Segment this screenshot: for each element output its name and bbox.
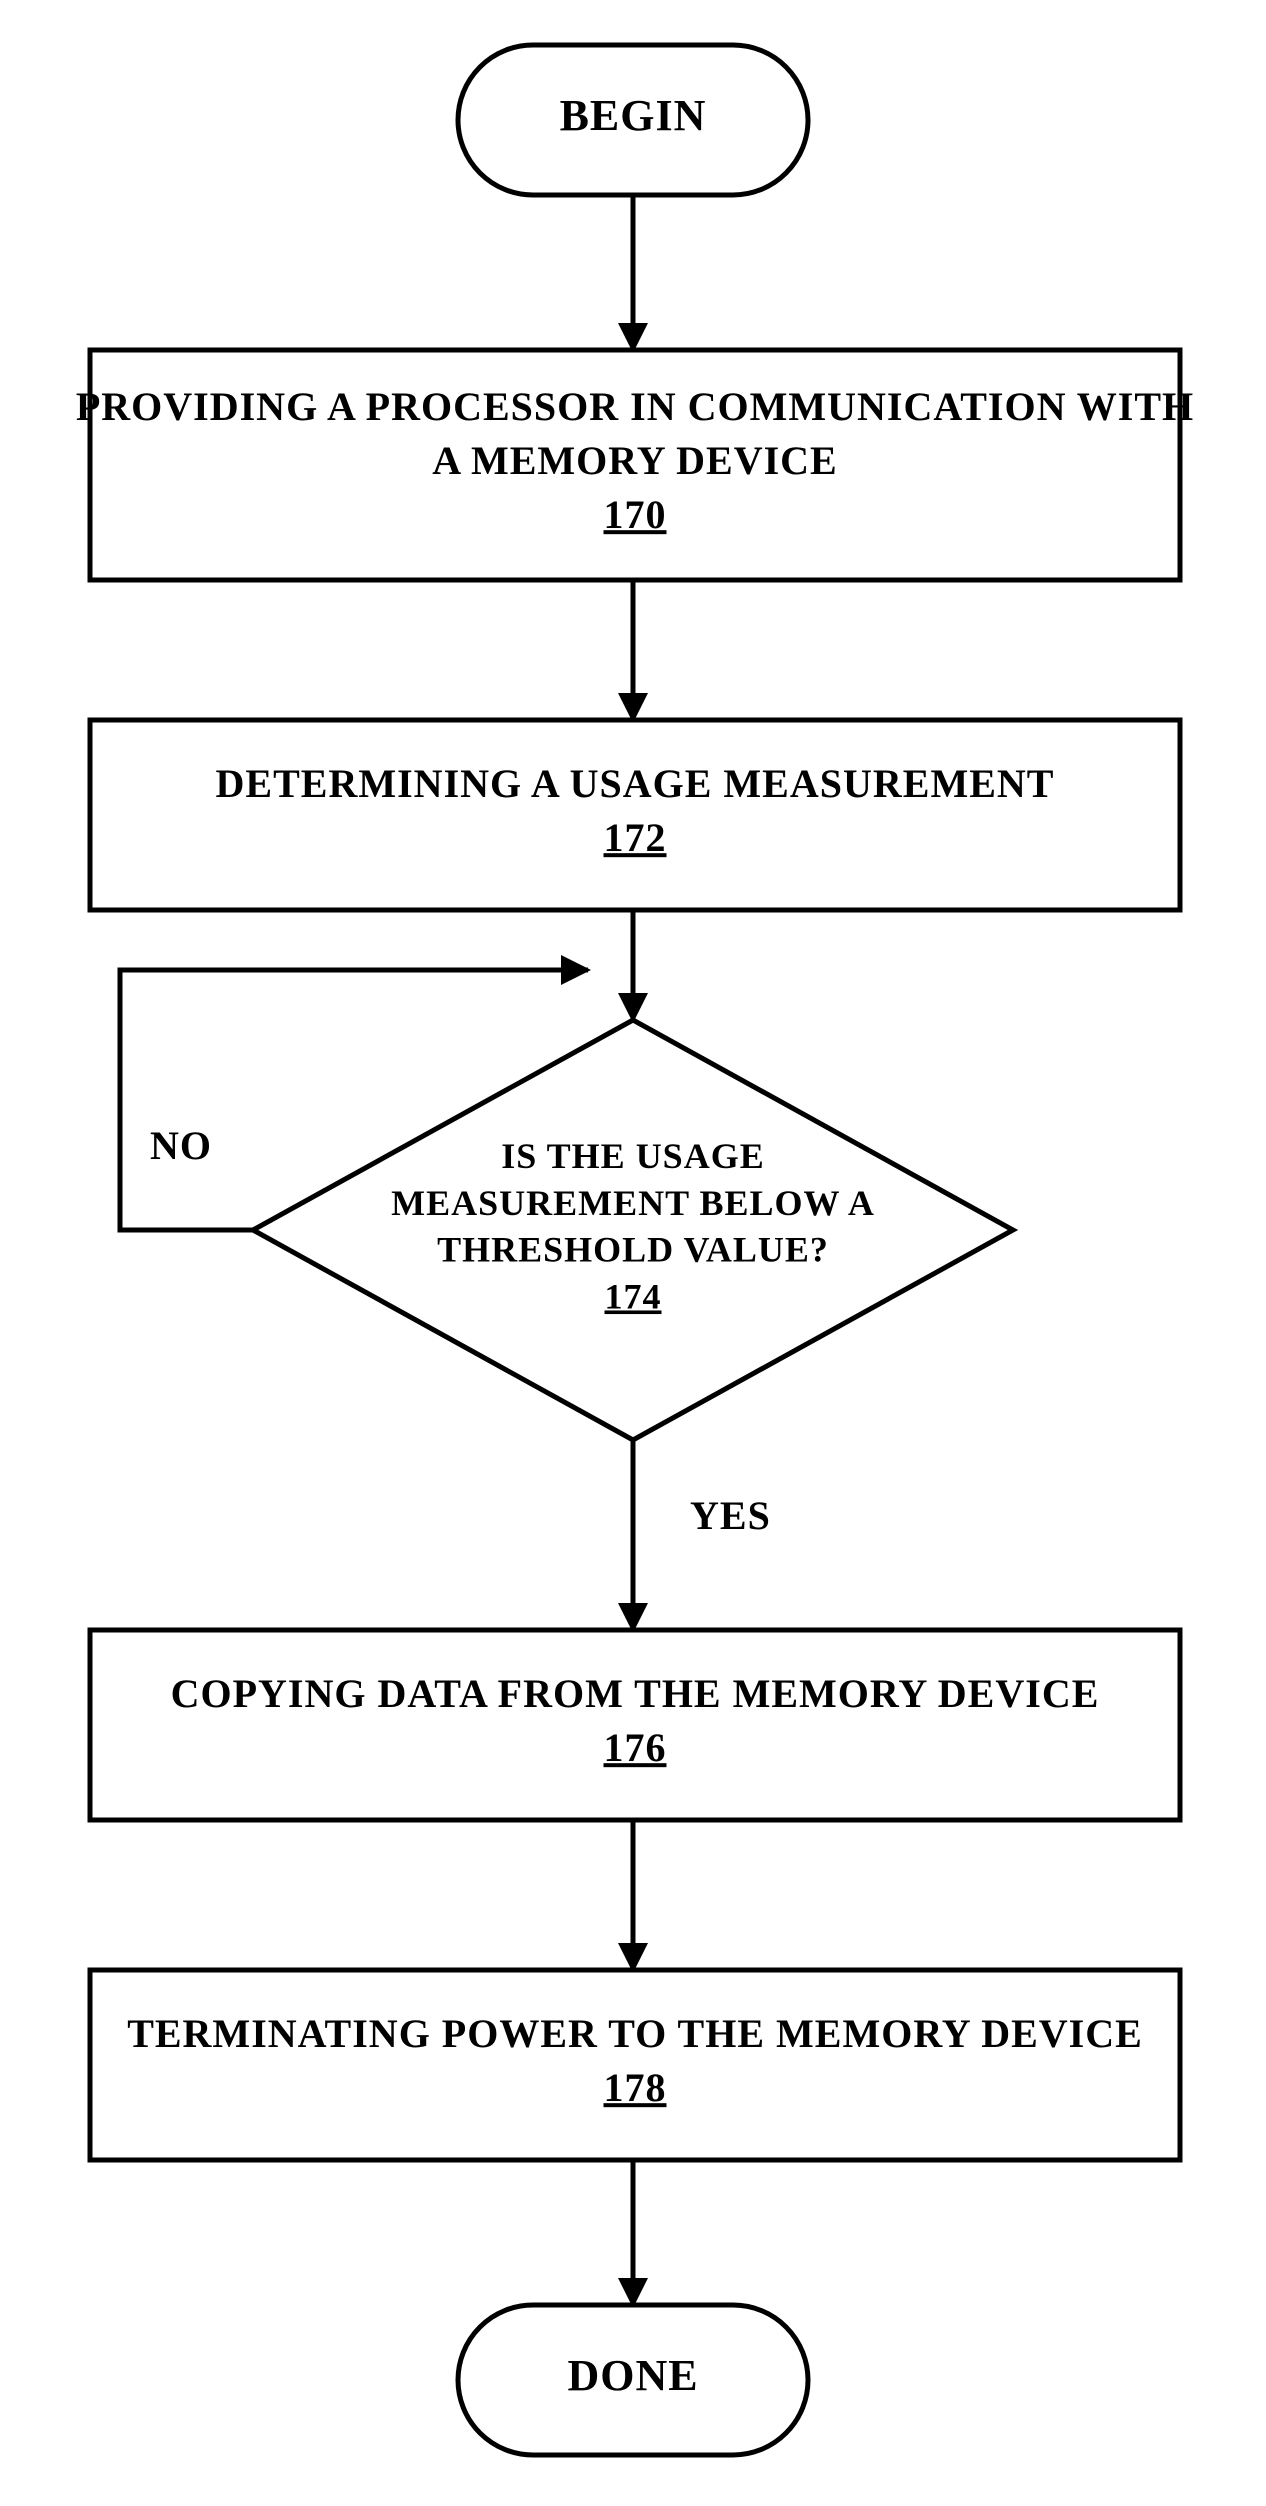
node-ref: 172 <box>604 815 667 860</box>
node-label-line: COPYING DATA FROM THE MEMORY DEVICE <box>171 1671 1100 1716</box>
edge-label: YES <box>690 1493 771 1538</box>
edge-label: NO <box>150 1123 212 1168</box>
node-label-line: IS THE USAGE <box>501 1136 764 1176</box>
flow-node-begin: BEGIN <box>458 45 808 195</box>
node-label-line: A MEMORY DEVICE <box>432 438 837 483</box>
node-label-line: TERMINATING POWER TO THE MEMORY DEVICE <box>127 2011 1143 2056</box>
flow-node-step170: PROVIDING A PROCESSOR IN COMMUNICATION W… <box>76 350 1194 580</box>
flowchart-svg: YES NO BEGIN PROVIDING A PROCESSOR IN COMMU… <box>0 0 1266 2506</box>
flow-node-step176: COPYING DATA FROM THE MEMORY DEVICE 176 <box>90 1630 1180 1820</box>
node-ref: 178 <box>604 2065 667 2110</box>
node-ref: 170 <box>604 492 667 537</box>
node-label: BEGIN <box>560 91 707 140</box>
flow-node-dec174: IS THE USAGE MEASUREMENT BELOW A THRESHOLD… <box>253 1020 1013 1440</box>
node-ref: 176 <box>604 1725 667 1770</box>
node-label-line: MEASUREMENT BELOW A <box>391 1183 875 1223</box>
node-label-line: PROVIDING A PROCESSOR IN COMMUNICATION W… <box>76 384 1194 429</box>
flow-node-step172: DETERMINING A USAGE MEASUREMENT 172 <box>90 720 1180 910</box>
node-ref: 174 <box>605 1276 662 1316</box>
node-label: DONE <box>567 2351 698 2400</box>
node-label-line: DETERMINING A USAGE MEASUREMENT <box>216 761 1055 806</box>
flow-node-done: DONE <box>458 2305 808 2455</box>
node-label-line: THRESHOLD VALUE? <box>437 1230 829 1270</box>
flow-node-step178: TERMINATING POWER TO THE MEMORY DEVICE 17… <box>90 1970 1180 2160</box>
